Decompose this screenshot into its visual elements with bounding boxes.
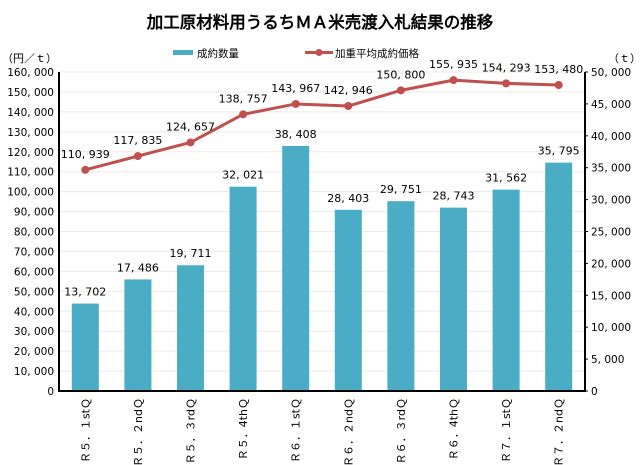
line-data-label: 124, 657 xyxy=(166,120,215,133)
bar-data-label: 38, 408 xyxy=(275,128,317,141)
x-axis-label: Ｒ５．２ndＱ xyxy=(132,398,145,465)
x-axis-label: Ｒ５．１stＱ xyxy=(79,398,92,463)
line-data-label: 110, 939 xyxy=(61,148,110,161)
left-tick-label: 40, 000 xyxy=(14,306,54,318)
x-axis-label: Ｒ７．２ndＱ xyxy=(553,398,566,465)
bar xyxy=(71,303,99,391)
left-tick-label: 120, 000 xyxy=(7,147,54,159)
x-axis-label: Ｒ６．３rdＱ xyxy=(395,398,408,464)
bar-data-label: 13, 702 xyxy=(64,286,106,299)
line-marker xyxy=(81,165,90,174)
left-tick-label: 70, 000 xyxy=(14,246,54,258)
right-tick-label: 10, 000 xyxy=(591,322,631,334)
line-data-label: 153, 480 xyxy=(534,63,583,76)
left-tick-label: 160, 000 xyxy=(7,67,54,79)
line-marker xyxy=(291,99,300,108)
right-tick-label: 25, 000 xyxy=(591,227,631,239)
legend: 成約数量 加重平均成約価格 xyxy=(173,47,419,60)
price-line xyxy=(84,78,559,172)
line-data-label: 143, 967 xyxy=(271,82,320,95)
x-axis-label: Ｒ６．4thＱ xyxy=(448,398,461,460)
chart-title: 加工原材料用うるちＭＡ米売渡入札結果の推移 xyxy=(146,12,494,32)
bar-data-label: 32, 021 xyxy=(222,169,264,182)
line-marker xyxy=(502,79,511,88)
bar-data-label: 28, 743 xyxy=(433,190,475,203)
line-data-label: 150, 800 xyxy=(376,68,425,81)
line-series xyxy=(81,76,563,174)
legend-bar-swatch xyxy=(173,50,193,55)
left-tick-label: 50, 000 xyxy=(14,286,54,298)
right-tick-label: 15, 000 xyxy=(591,290,631,302)
bar xyxy=(545,162,573,391)
right-tick-label: 35, 000 xyxy=(591,163,631,175)
line-data-label: 142, 946 xyxy=(324,84,373,97)
line-marker xyxy=(449,76,458,85)
line-data-label: 154, 293 xyxy=(482,61,531,74)
line-marker xyxy=(396,86,405,95)
bar-series xyxy=(71,145,573,391)
bar xyxy=(334,209,362,391)
x-axis-labels: Ｒ５．１stＱ Ｒ５．２ndＱ Ｒ５．３rdＱ Ｒ５．4thＱ Ｒ６．１stＱ Ｒ６．２n… xyxy=(79,398,565,465)
right-tick-label: 40, 000 xyxy=(591,131,631,143)
line-marker xyxy=(239,110,248,119)
bar xyxy=(177,265,204,391)
line-marker xyxy=(554,80,563,89)
bar xyxy=(282,145,310,391)
legend-line-label: 加重平均成約価格 xyxy=(335,47,419,60)
left-axis-ticks: 0 10, 000 20, 000 30, 000 40, 000 50, 000 60, … xyxy=(7,67,54,398)
bar xyxy=(387,201,415,391)
legend-line-marker xyxy=(315,49,323,56)
left-tick-label: 0 xyxy=(47,386,54,398)
line-marker xyxy=(344,102,353,111)
right-axis-ticks: 0 5, 000 10, 000 15, 000 20, 000 25, 000 30, 0… xyxy=(585,67,631,398)
line-marker xyxy=(133,152,142,161)
left-tick-label: 150, 000 xyxy=(7,87,54,99)
line-marker xyxy=(186,138,195,147)
x-axis-label: Ｒ５．３rdＱ xyxy=(185,398,198,464)
right-tick-label: 50, 000 xyxy=(591,67,631,79)
x-axis-label: Ｒ６．１stＱ xyxy=(290,398,303,463)
right-axis-unit: （ｔ） xyxy=(608,52,641,65)
x-axis-label: Ｒ５．4thＱ xyxy=(237,398,250,460)
bar-data-label: 29, 751 xyxy=(380,183,422,196)
right-tick-label: 30, 000 xyxy=(591,195,631,207)
bar-data-label: 28, 403 xyxy=(327,192,369,205)
bar-data-label: 17, 486 xyxy=(117,261,159,274)
left-tick-label: 30, 000 xyxy=(14,326,54,338)
right-tick-label: 0 xyxy=(591,386,598,398)
right-tick-label: 45, 000 xyxy=(591,99,631,111)
left-tick-label: 130, 000 xyxy=(7,127,54,139)
bar-data-labels: 13, 702 17, 486 19, 711 32, 021 38, 408 28, 4… xyxy=(64,128,579,299)
x-axis-label: Ｒ７．１stＱ xyxy=(500,398,513,463)
left-tick-label: 20, 000 xyxy=(14,346,54,358)
legend-bar-label: 成約数量 xyxy=(197,47,239,60)
bar-data-label: 19, 711 xyxy=(170,247,212,260)
bar-data-label: 31, 562 xyxy=(485,172,527,185)
left-tick-label: 140, 000 xyxy=(7,107,54,119)
line-data-label: 138, 757 xyxy=(219,92,268,105)
line-data-label: 155, 935 xyxy=(429,58,478,71)
right-tick-label: 5, 000 xyxy=(591,354,624,366)
line-data-label: 117, 835 xyxy=(113,134,162,147)
bar xyxy=(492,189,520,391)
left-axis-unit: （円／ｔ） xyxy=(2,52,57,65)
left-tick-label: 100, 000 xyxy=(7,187,54,199)
right-tick-label: 20, 000 xyxy=(591,258,631,270)
bar xyxy=(124,279,152,391)
bar xyxy=(440,207,467,391)
x-axis-label: Ｒ６．２ndＱ xyxy=(342,398,355,465)
bar-data-label: 35, 795 xyxy=(538,145,580,158)
left-tick-label: 90, 000 xyxy=(14,207,54,219)
left-tick-label: 60, 000 xyxy=(14,266,54,278)
left-tick-label: 10, 000 xyxy=(14,366,54,378)
left-tick-label: 80, 000 xyxy=(14,227,54,239)
bar xyxy=(229,186,257,391)
left-tick-label: 110, 000 xyxy=(7,167,54,179)
